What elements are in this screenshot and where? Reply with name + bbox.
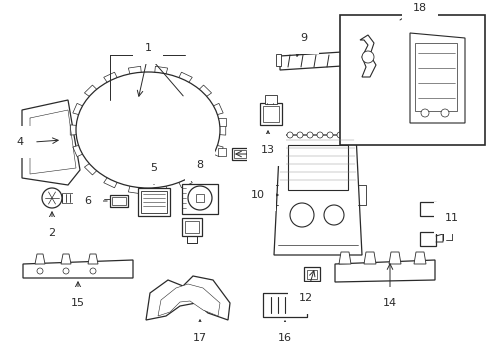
Polygon shape (280, 52, 342, 70)
Text: 11: 11 (445, 213, 459, 223)
Bar (307, 270, 317, 279)
Text: 4: 4 (17, 137, 24, 147)
Circle shape (307, 132, 313, 138)
Polygon shape (104, 177, 118, 188)
Text: 14: 14 (383, 298, 397, 308)
Text: 15: 15 (71, 298, 85, 308)
Polygon shape (35, 254, 45, 264)
Polygon shape (128, 185, 141, 194)
Polygon shape (84, 85, 98, 97)
Text: 9: 9 (300, 33, 308, 43)
Polygon shape (274, 135, 362, 255)
Polygon shape (73, 103, 83, 115)
Bar (62, 193, 78, 203)
Polygon shape (88, 254, 98, 264)
Circle shape (362, 51, 374, 63)
Polygon shape (84, 163, 98, 175)
Polygon shape (104, 72, 118, 83)
Bar (141, 191, 167, 213)
Circle shape (37, 268, 43, 274)
Bar (112, 197, 126, 205)
Circle shape (324, 205, 344, 225)
Polygon shape (155, 185, 168, 194)
Polygon shape (128, 66, 141, 75)
Polygon shape (70, 125, 77, 135)
Bar (234, 150, 246, 158)
Polygon shape (146, 276, 230, 320)
Circle shape (102, 92, 178, 168)
Circle shape (90, 268, 96, 274)
Polygon shape (155, 66, 168, 75)
Bar (138, 188, 170, 216)
Text: 5: 5 (150, 163, 157, 173)
Bar (265, 95, 277, 104)
Bar (304, 267, 320, 281)
Text: 17: 17 (193, 333, 207, 343)
Polygon shape (158, 284, 220, 316)
Circle shape (345, 132, 351, 138)
Circle shape (441, 109, 449, 117)
Bar (263, 293, 307, 317)
Bar (420, 202, 436, 216)
Bar (218, 148, 226, 156)
Polygon shape (198, 163, 212, 175)
Bar (232, 148, 248, 160)
Polygon shape (410, 33, 465, 123)
Polygon shape (213, 145, 223, 157)
Circle shape (327, 132, 333, 138)
Circle shape (287, 132, 293, 138)
Circle shape (337, 132, 343, 138)
Polygon shape (335, 260, 435, 282)
Text: 12: 12 (299, 293, 313, 303)
Polygon shape (389, 252, 401, 264)
Bar (263, 293, 307, 317)
Text: 8: 8 (196, 160, 203, 170)
Bar (415, 43, 457, 111)
Circle shape (297, 132, 303, 138)
Bar (276, 54, 281, 66)
Text: 2: 2 (49, 228, 55, 238)
Text: 10: 10 (251, 190, 265, 200)
Bar (260, 103, 282, 125)
Polygon shape (178, 72, 192, 83)
Text: 13: 13 (261, 145, 275, 155)
Text: 1: 1 (145, 43, 151, 53)
Polygon shape (339, 252, 351, 264)
Circle shape (317, 132, 323, 138)
Circle shape (42, 188, 62, 208)
Circle shape (421, 109, 429, 117)
Bar (288, 145, 348, 190)
Polygon shape (22, 100, 80, 185)
Polygon shape (73, 145, 83, 157)
Text: 16: 16 (278, 333, 292, 343)
Circle shape (290, 203, 314, 227)
Polygon shape (219, 125, 226, 135)
Circle shape (188, 186, 212, 210)
Polygon shape (364, 252, 376, 264)
Polygon shape (178, 177, 192, 188)
Bar (196, 194, 204, 202)
Text: 18: 18 (413, 3, 427, 13)
Polygon shape (198, 85, 212, 97)
Bar (110, 195, 128, 207)
Text: 3: 3 (259, 149, 266, 159)
Bar (218, 118, 226, 126)
Polygon shape (23, 260, 133, 278)
Polygon shape (61, 254, 71, 264)
Bar (263, 106, 279, 122)
Bar (340, 15, 485, 145)
Polygon shape (213, 103, 223, 115)
Circle shape (63, 268, 69, 274)
Bar (420, 232, 436, 246)
Text: 6: 6 (84, 196, 92, 206)
Ellipse shape (76, 72, 220, 188)
Bar (182, 184, 218, 214)
Polygon shape (414, 252, 426, 264)
Polygon shape (360, 35, 376, 77)
Bar (182, 218, 202, 236)
Bar (185, 221, 199, 233)
